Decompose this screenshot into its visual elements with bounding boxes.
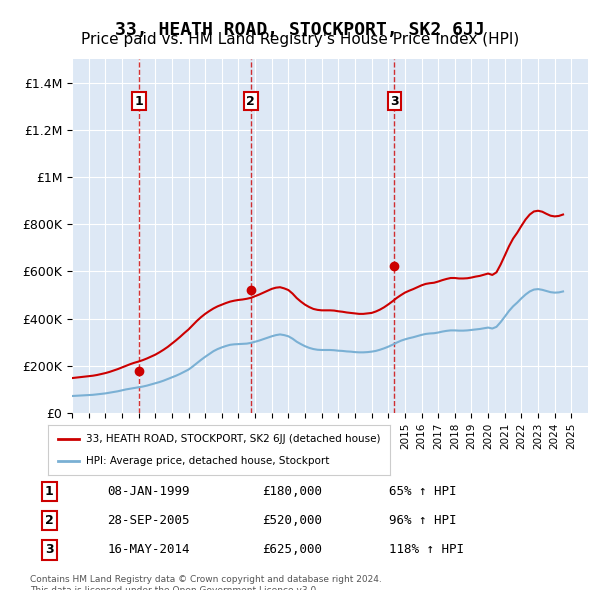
Text: 1: 1 xyxy=(45,485,53,498)
Text: 1: 1 xyxy=(135,95,143,108)
Text: 28-SEP-2005: 28-SEP-2005 xyxy=(107,514,190,527)
Text: HPI: Average price, detached house, Stockport: HPI: Average price, detached house, Stoc… xyxy=(86,456,329,466)
Text: £520,000: £520,000 xyxy=(262,514,322,527)
Text: £180,000: £180,000 xyxy=(262,485,322,498)
Text: Price paid vs. HM Land Registry's House Price Index (HPI): Price paid vs. HM Land Registry's House … xyxy=(81,32,519,47)
Text: 33, HEATH ROAD, STOCKPORT, SK2 6JJ: 33, HEATH ROAD, STOCKPORT, SK2 6JJ xyxy=(115,21,485,39)
Text: 118% ↑ HPI: 118% ↑ HPI xyxy=(389,543,464,556)
Text: Contains HM Land Registry data © Crown copyright and database right 2024.
This d: Contains HM Land Registry data © Crown c… xyxy=(30,575,382,590)
Text: 65% ↑ HPI: 65% ↑ HPI xyxy=(389,485,457,498)
Text: 3: 3 xyxy=(45,543,53,556)
Text: 33, HEATH ROAD, STOCKPORT, SK2 6JJ (detached house): 33, HEATH ROAD, STOCKPORT, SK2 6JJ (deta… xyxy=(86,434,380,444)
Text: 08-JAN-1999: 08-JAN-1999 xyxy=(107,485,190,498)
Text: £625,000: £625,000 xyxy=(262,543,322,556)
Text: 16-MAY-2014: 16-MAY-2014 xyxy=(107,543,190,556)
Text: 2: 2 xyxy=(45,514,53,527)
Text: 2: 2 xyxy=(247,95,255,108)
Text: 96% ↑ HPI: 96% ↑ HPI xyxy=(389,514,457,527)
Text: 3: 3 xyxy=(390,95,399,108)
